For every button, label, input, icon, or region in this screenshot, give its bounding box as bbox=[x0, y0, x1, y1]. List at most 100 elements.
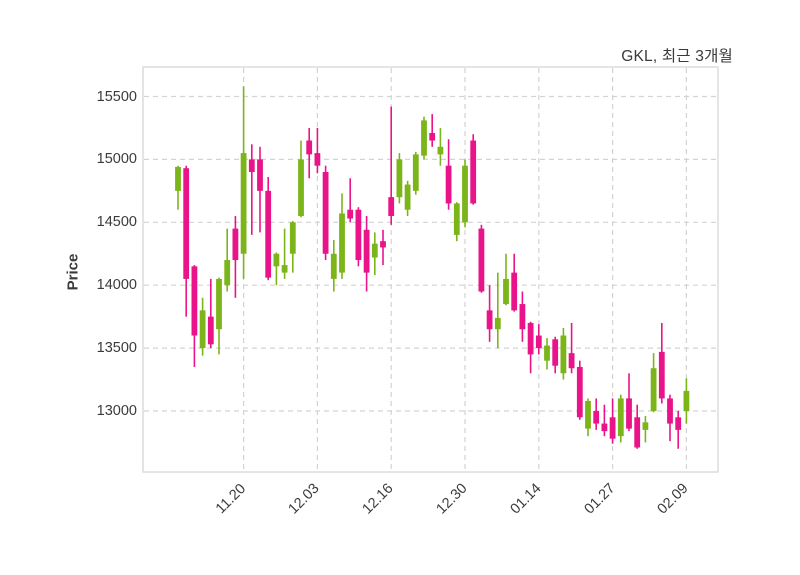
candle-up bbox=[289, 221, 296, 273]
candle-down bbox=[207, 278, 214, 349]
candle-body bbox=[519, 304, 526, 330]
candle-down bbox=[486, 285, 493, 342]
candle-down bbox=[478, 224, 485, 293]
candle-down bbox=[601, 404, 608, 437]
candle-body bbox=[437, 146, 444, 155]
candle-body bbox=[601, 423, 608, 432]
candle-down bbox=[347, 178, 354, 223]
candle-body bbox=[207, 316, 214, 345]
candle-down bbox=[380, 229, 386, 266]
candle-body bbox=[486, 310, 493, 330]
candle-down bbox=[593, 398, 600, 430]
candle-body bbox=[494, 317, 501, 330]
candle-body bbox=[281, 265, 288, 273]
candle-body bbox=[396, 159, 403, 198]
y-tick-label: 14500 bbox=[96, 214, 137, 231]
candle-body bbox=[429, 132, 436, 141]
candle-body bbox=[527, 322, 534, 355]
candle-up bbox=[273, 252, 280, 286]
candle-body bbox=[683, 390, 690, 411]
candle-down bbox=[322, 165, 329, 261]
candle-up bbox=[544, 338, 550, 370]
candle-down bbox=[314, 127, 321, 174]
candle-up bbox=[404, 180, 411, 217]
candle-body bbox=[568, 353, 575, 369]
candle-body bbox=[617, 398, 624, 437]
y-tick-label: 13000 bbox=[96, 403, 137, 419]
candle-down bbox=[355, 207, 362, 267]
candle-body bbox=[216, 278, 222, 330]
candle-up bbox=[396, 153, 403, 204]
candle-down bbox=[445, 139, 452, 210]
candle-down bbox=[363, 216, 370, 292]
candle-up bbox=[585, 398, 591, 437]
candle-up bbox=[453, 202, 460, 242]
candle-down bbox=[667, 394, 673, 442]
candle-body bbox=[355, 209, 362, 261]
candle-body bbox=[667, 398, 673, 424]
candle-up bbox=[683, 378, 690, 424]
candle-body bbox=[544, 345, 550, 361]
candle-body bbox=[626, 398, 632, 429]
candle-up bbox=[199, 297, 206, 356]
candle-body bbox=[552, 339, 559, 366]
candle-up bbox=[281, 228, 288, 279]
candle-down bbox=[576, 360, 583, 420]
candle-down bbox=[634, 404, 641, 449]
candle-up bbox=[216, 277, 222, 355]
candle-up bbox=[339, 193, 345, 279]
candle-up bbox=[175, 165, 181, 210]
candle-up bbox=[371, 232, 378, 276]
candle-body bbox=[224, 260, 231, 286]
candle-body bbox=[675, 417, 682, 430]
y-tick-label: 13500 bbox=[96, 340, 137, 357]
candle-body bbox=[650, 368, 657, 411]
candle-body bbox=[232, 228, 239, 261]
candle-body bbox=[257, 159, 263, 191]
candle-body bbox=[240, 153, 247, 254]
candle-down bbox=[527, 321, 534, 374]
candle-down bbox=[191, 265, 198, 367]
candle-body bbox=[363, 229, 370, 273]
candle-down bbox=[429, 114, 436, 147]
candle-body bbox=[412, 154, 419, 191]
candle-body bbox=[347, 209, 354, 219]
candle-body bbox=[339, 213, 345, 273]
candle-down bbox=[552, 336, 559, 374]
candle-body bbox=[183, 168, 190, 279]
candle-down bbox=[511, 253, 518, 312]
candle-body bbox=[289, 222, 296, 254]
candle-up bbox=[503, 253, 509, 306]
candle-body bbox=[421, 120, 427, 156]
candle-down bbox=[609, 398, 616, 444]
candle-body bbox=[642, 422, 649, 430]
candle-body bbox=[191, 266, 198, 336]
candle-body bbox=[380, 241, 386, 248]
candle-body bbox=[609, 417, 616, 439]
candle-body bbox=[175, 166, 181, 191]
candle-up bbox=[437, 127, 444, 166]
candle-body bbox=[470, 140, 477, 204]
candle-body bbox=[634, 417, 641, 448]
candle-up bbox=[412, 151, 419, 195]
candle-body bbox=[503, 278, 509, 305]
y-tick-label: 15500 bbox=[96, 88, 137, 105]
candle-body bbox=[462, 165, 468, 223]
candle-up bbox=[421, 116, 427, 160]
candle-down bbox=[658, 322, 665, 404]
candle-body bbox=[593, 411, 600, 424]
candle-body bbox=[330, 253, 337, 279]
candle-up bbox=[650, 353, 657, 413]
candle-up bbox=[462, 159, 468, 228]
candle-body bbox=[511, 272, 518, 311]
candle-down bbox=[232, 216, 239, 298]
candle-down bbox=[248, 144, 255, 235]
candle-body bbox=[248, 159, 255, 172]
candle-body bbox=[445, 165, 452, 204]
candle-down bbox=[388, 106, 395, 225]
candle-down bbox=[306, 127, 313, 179]
candle-up bbox=[298, 140, 304, 218]
candle-body bbox=[298, 159, 304, 217]
